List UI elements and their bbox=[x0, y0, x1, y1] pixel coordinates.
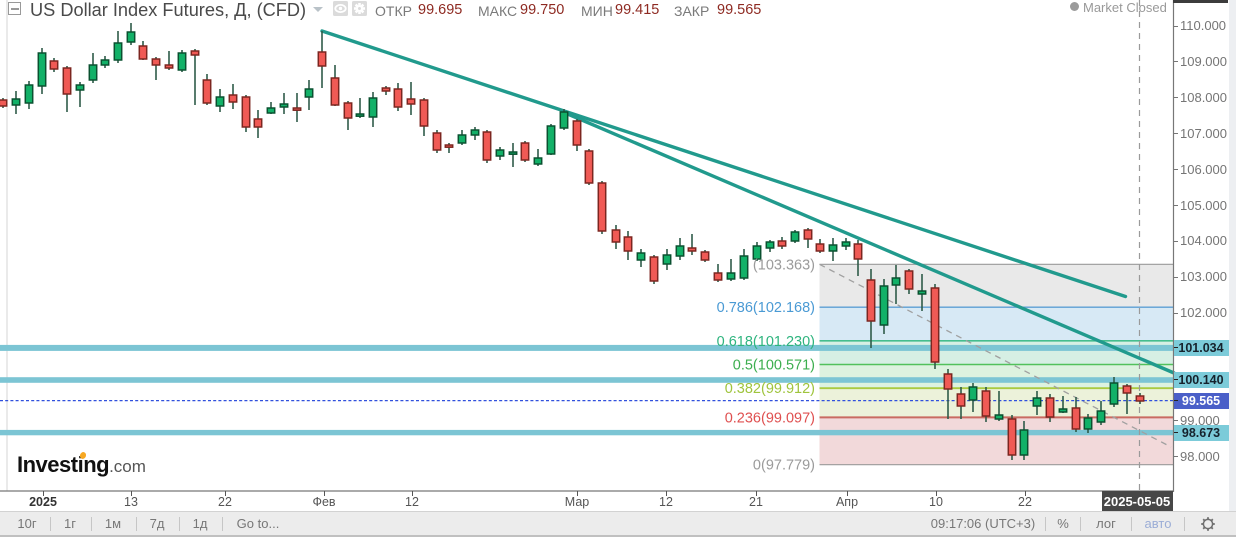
svg-text:0.236(99.097): 0.236(99.097) bbox=[725, 410, 815, 426]
svg-text:0.5(100.571): 0.5(100.571) bbox=[733, 358, 815, 374]
svg-text:(103.363): (103.363) bbox=[753, 257, 815, 273]
svg-text:0.618(101.230): 0.618(101.230) bbox=[717, 334, 815, 350]
svg-text:0.382(99.912): 0.382(99.912) bbox=[725, 381, 815, 397]
svg-text:0.786(102.168): 0.786(102.168) bbox=[717, 300, 815, 316]
svg-text:0(97.779): 0(97.779) bbox=[753, 458, 815, 474]
